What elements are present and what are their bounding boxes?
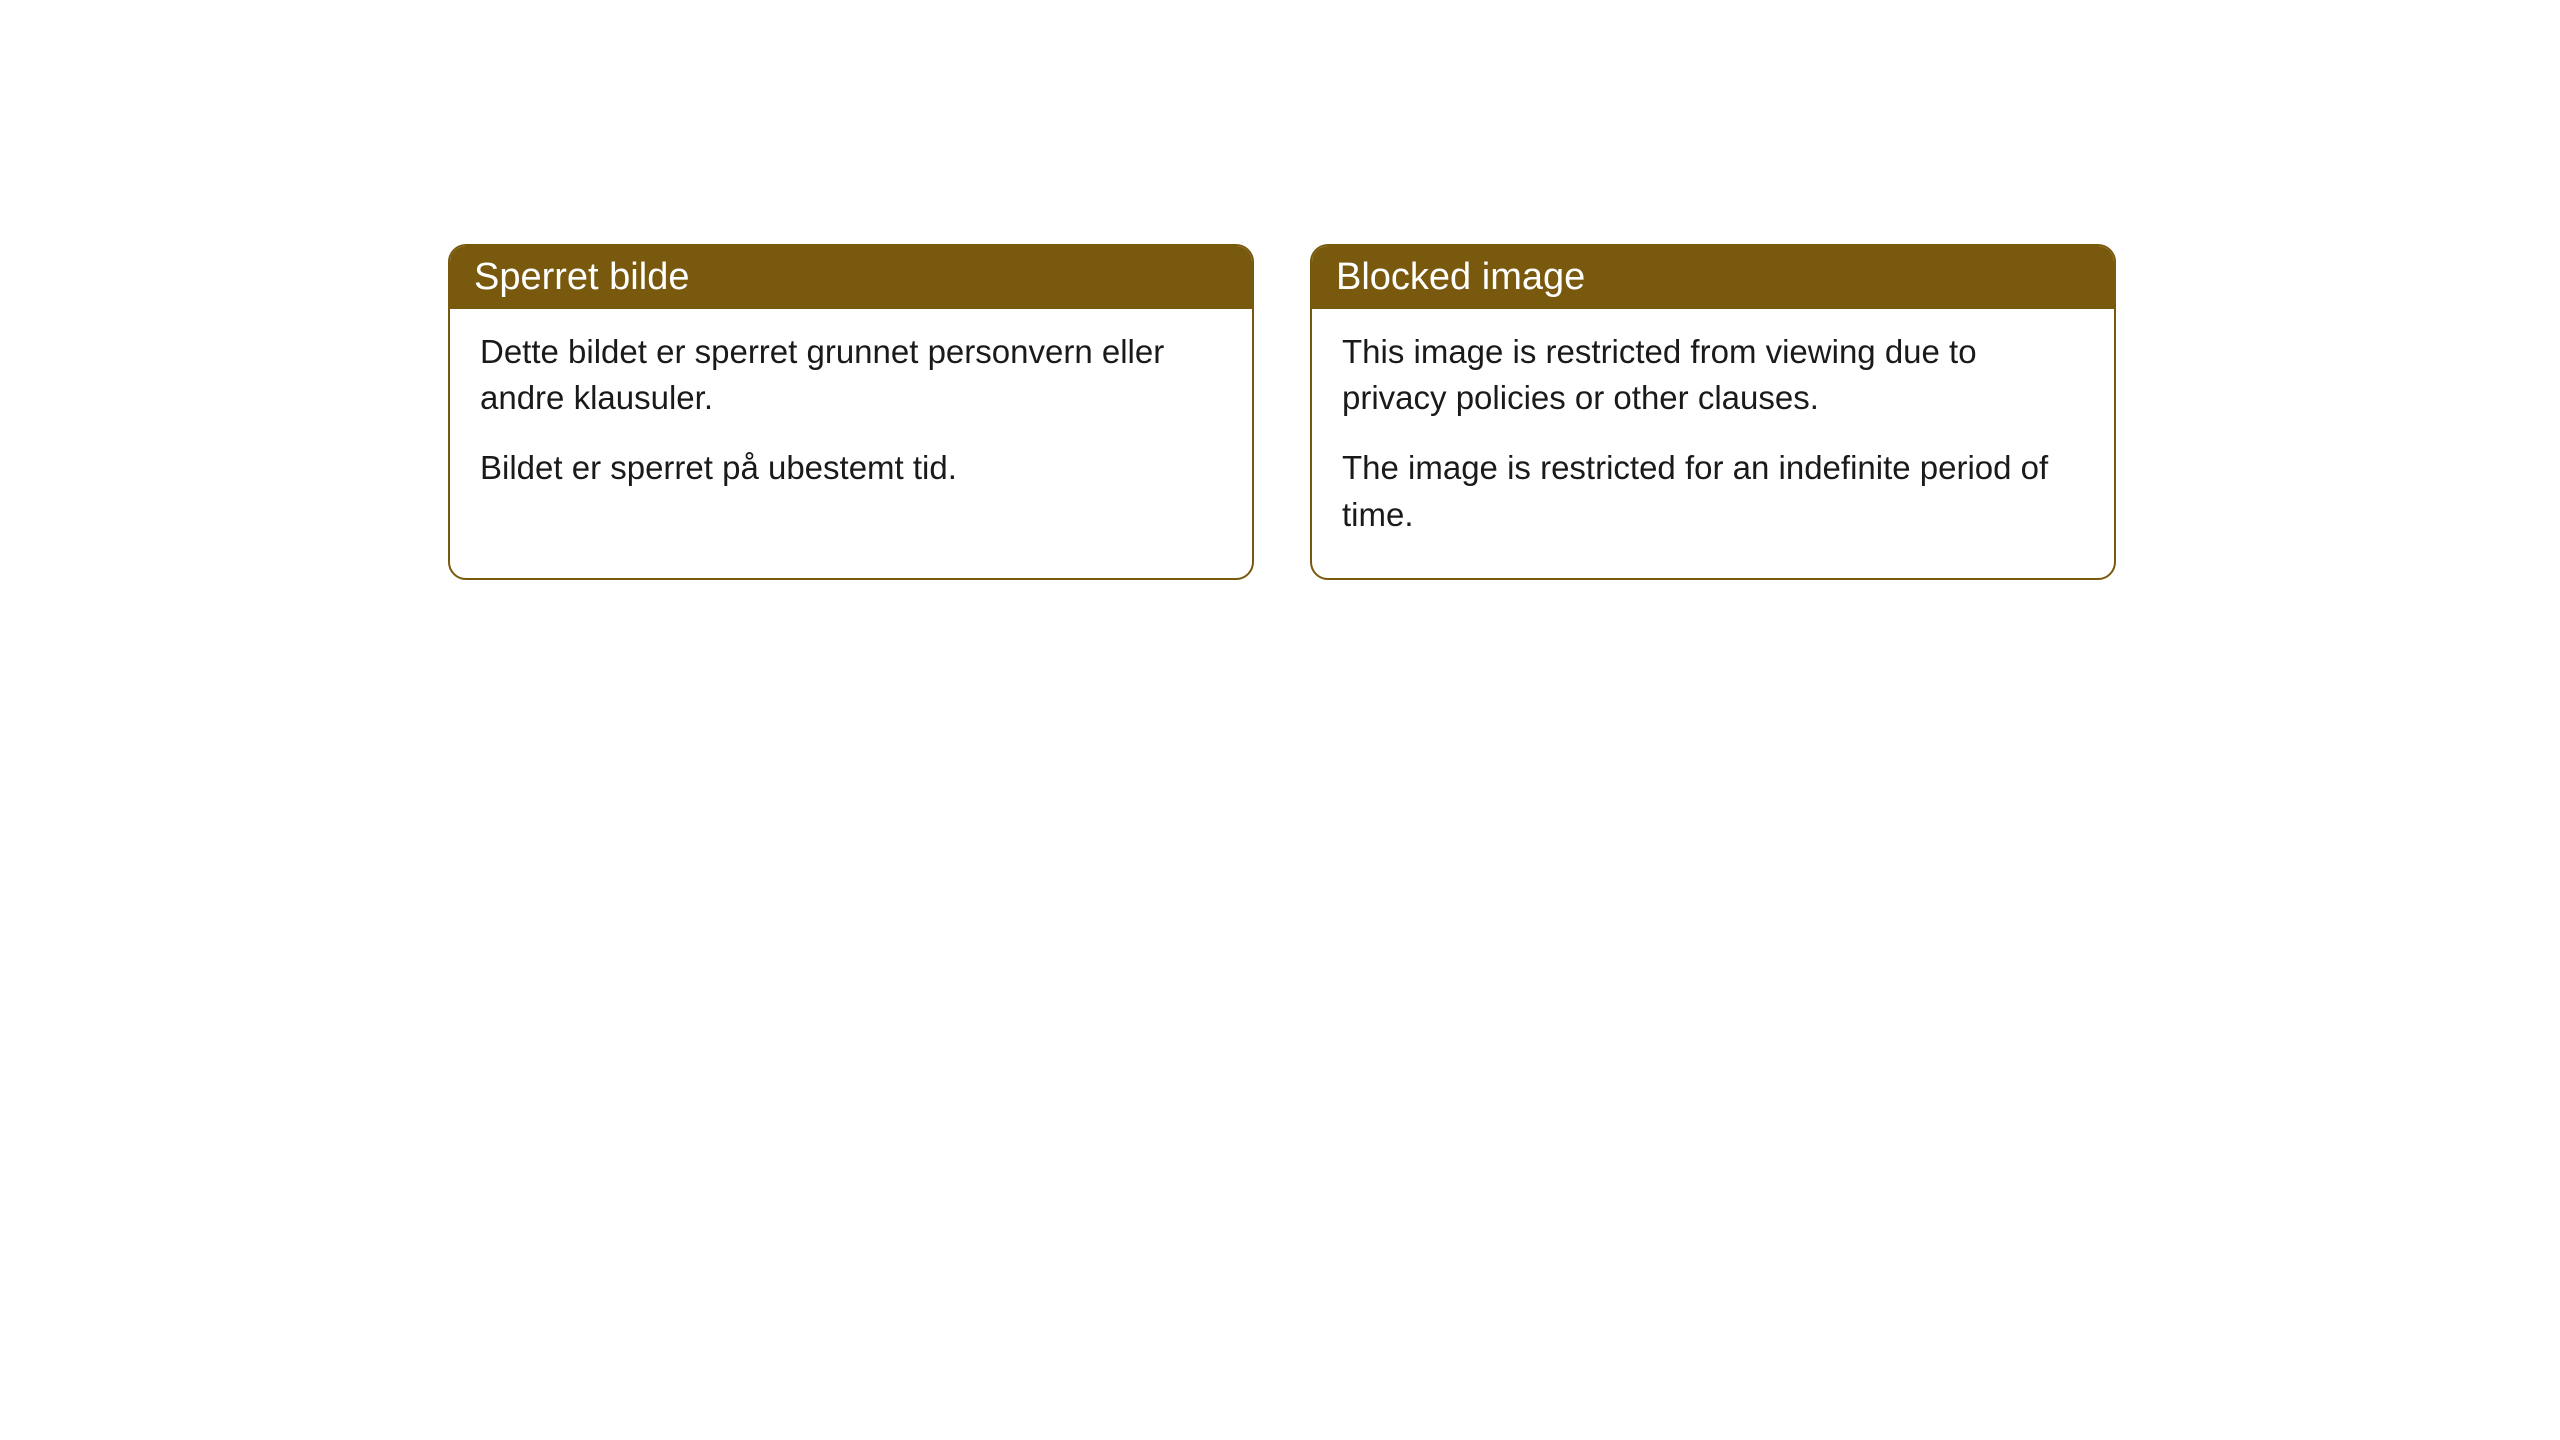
paragraph-text: Dette bildet er sperret grunnet personve… <box>480 329 1222 421</box>
card-body-english: This image is restricted from viewing du… <box>1312 309 2114 578</box>
notice-card-norwegian: Sperret bilde Dette bildet er sperret gr… <box>448 244 1254 580</box>
paragraph-text: This image is restricted from viewing du… <box>1342 329 2084 421</box>
paragraph-text: The image is restricted for an indefinit… <box>1342 445 2084 537</box>
notice-card-english: Blocked image This image is restricted f… <box>1310 244 2116 580</box>
card-body-norwegian: Dette bildet er sperret grunnet personve… <box>450 309 1252 532</box>
card-header-english: Blocked image <box>1312 246 2114 309</box>
paragraph-text: Bildet er sperret på ubestemt tid. <box>480 445 1222 491</box>
notice-container: Sperret bilde Dette bildet er sperret gr… <box>448 244 2116 580</box>
card-header-norwegian: Sperret bilde <box>450 246 1252 309</box>
